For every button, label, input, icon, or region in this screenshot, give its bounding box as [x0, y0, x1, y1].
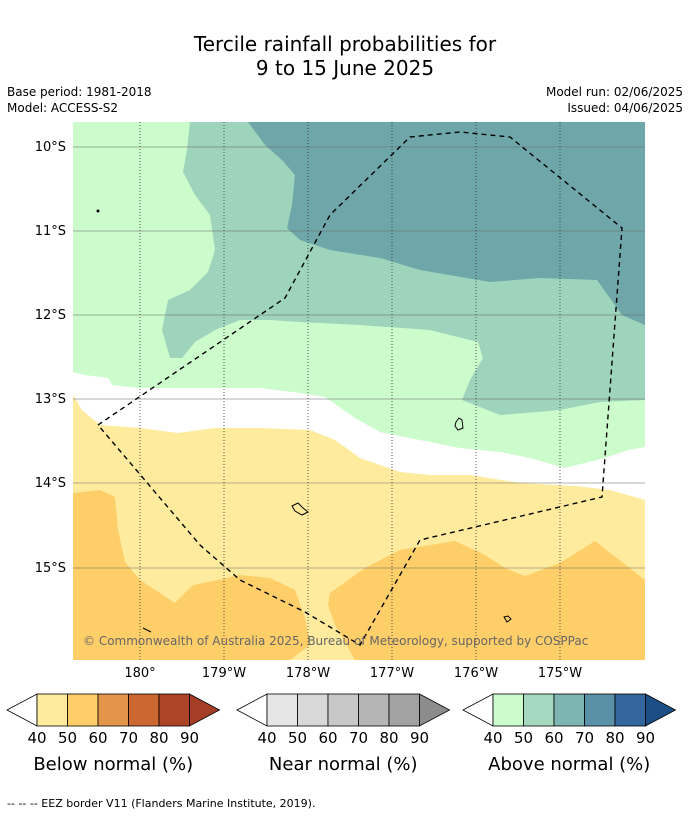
forecast-map: © Commonwealth of Australia 2025, Bureau…	[6, 122, 677, 775]
longitude-labels: 180° 179°W 178°W 177°W 176°W 175°W	[124, 666, 582, 681]
colorbar-above-tick-80: 80	[605, 729, 624, 747]
colorbar-near-cell-50	[297, 693, 329, 727]
title-line-2: 9 to 15 June 2025	[255, 56, 435, 80]
model-run-date: Model run: 02/06/2025	[545, 85, 683, 99]
colorbar-above-tick-40: 40	[483, 729, 502, 747]
island-shape-2	[291, 502, 309, 516]
lon-label-178w: 178°W	[286, 666, 330, 681]
field-above-70	[248, 122, 645, 325]
colorbar-above-cell-70	[584, 693, 616, 727]
colorbar-near: 40 50 60 70 80 90 Near normal (%)	[236, 693, 451, 775]
colorbar-above-tick-90: 90	[636, 729, 655, 747]
colorbar-above-under-arrow	[462, 693, 494, 727]
colorbar-above-tick-70: 70	[575, 729, 594, 747]
colorbar-near-cell-40	[266, 693, 298, 727]
colorbar-below: 40 50 60 70 80 90 Below normal (%)	[6, 693, 221, 775]
lon-label-177w: 177°W	[370, 666, 414, 681]
field-below-60-east	[328, 541, 645, 660]
lat-label-13s: 13°S	[35, 392, 66, 407]
colorbar-near-title: Near normal (%)	[269, 754, 418, 775]
colorbar-near-over-arrow	[419, 693, 451, 727]
issued-date: Issued: 04/06/2025	[567, 101, 683, 115]
lat-label-10s: 10°S	[35, 140, 66, 155]
title-line-1: Tercile rainfall probabilities for	[193, 32, 497, 56]
colorbar-below-tick-40: 40	[27, 729, 46, 747]
colorbar-near-tick-80: 80	[379, 729, 398, 747]
islands	[96, 209, 512, 633]
colorbar-above-cell-80	[614, 693, 646, 727]
colorbar-below-cell-50	[67, 693, 99, 727]
colorbar-near-under-arrow	[236, 693, 268, 727]
colorbar-below-tick-70: 70	[119, 729, 138, 747]
copyright-text: © Commonwealth of Australia 2025, Bureau…	[83, 634, 588, 648]
colorbar-near-tick-60: 60	[318, 729, 337, 747]
island-shape-4	[142, 627, 152, 633]
colorbar-below-over-arrow	[189, 693, 221, 727]
lat-label-15s: 15°S	[35, 561, 66, 576]
colorbar-below-cell-40	[36, 693, 68, 727]
colorbar-above-cell-40	[492, 693, 524, 727]
eez-border	[96, 131, 623, 646]
colorbar-near-tick-50: 50	[288, 729, 307, 747]
colorbar-near-cell-80	[388, 693, 420, 727]
island-shape-1	[454, 417, 464, 431]
colorbar-below-under-arrow	[6, 693, 38, 727]
colorbar-below-tick-80: 80	[149, 729, 168, 747]
latitude-gridlines	[73, 146, 645, 569]
colorbar-near-tick-40: 40	[257, 729, 276, 747]
colorbar-above-cell-60	[553, 693, 585, 727]
colorbar-below-tick-90: 90	[180, 729, 199, 747]
colorbar-near-tick-90: 90	[410, 729, 429, 747]
island-shape-3	[503, 615, 512, 623]
colorbar-near-cell-60	[327, 693, 359, 727]
lat-label-11s: 11°S	[35, 224, 66, 239]
colorbar-below-cell-60	[97, 693, 129, 727]
lat-label-14s: 14°S	[35, 476, 66, 491]
colorbar-above-cell-50	[523, 693, 555, 727]
lon-label-175w: 175°W	[538, 666, 582, 681]
model-name: Model: ACCESS-S2	[7, 101, 119, 115]
field-below-60-west	[73, 490, 310, 660]
lon-label-176w: 176°W	[454, 666, 498, 681]
eez-footnote: -- -- -- EEZ border V11 (Flanders Marine…	[7, 797, 316, 810]
colorbar-legends: 40 50 60 70 80 90 Below normal (%) 40 50 60 70 80 90…	[6, 693, 677, 775]
colorbar-above-title: Above normal (%)	[488, 754, 650, 775]
colorbar-below-tick-50: 50	[58, 729, 77, 747]
colorbar-above: 40 50 60 70 80 90 Above normal (%)	[462, 693, 677, 775]
lon-label-180: 180°	[124, 666, 155, 681]
colorbar-below-title: Below normal (%)	[33, 754, 193, 775]
base-period: Base period: 1981-2018	[7, 85, 152, 99]
colorbar-above-over-arrow	[645, 693, 677, 727]
colorbar-below-tick-60: 60	[88, 729, 107, 747]
colorbar-above-tick-50: 50	[514, 729, 533, 747]
island-dot	[96, 209, 100, 213]
colorbar-below-cell-80	[158, 693, 190, 727]
probability-fields: © Commonwealth of Australia 2025, Bureau…	[73, 122, 645, 660]
colorbar-below-cell-70	[128, 693, 160, 727]
colorbar-above-tick-60: 60	[544, 729, 563, 747]
colorbar-near-tick-70: 70	[349, 729, 368, 747]
lat-label-12s: 12°S	[35, 308, 66, 323]
lon-label-179w: 179°W	[202, 666, 246, 681]
colorbar-near-cell-70	[358, 693, 390, 727]
latitude-labels: 10°S 11°S 12°S 13°S 14°S 15°S	[35, 140, 66, 576]
